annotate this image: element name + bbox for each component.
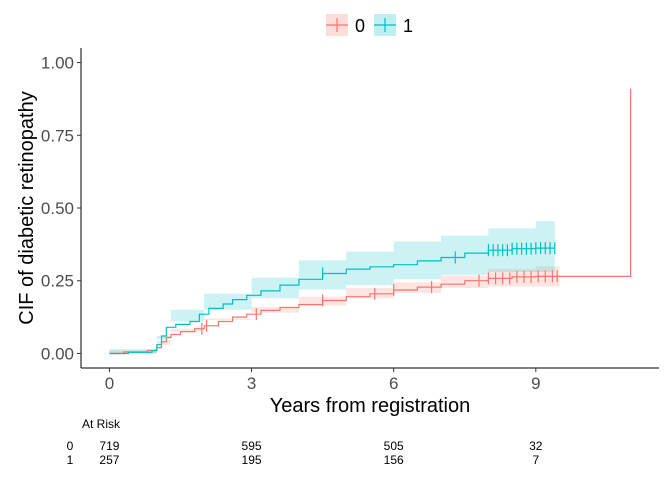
- risk-table-title: At Risk: [82, 417, 121, 431]
- y-tick-label-3: 0.75: [41, 126, 74, 145]
- series-line-0: [109, 88, 632, 355]
- risk-count-0-2: 505: [384, 439, 404, 453]
- risk-count-0-1: 595: [242, 439, 262, 453]
- risk-count-1-1: 195: [242, 453, 262, 467]
- legend-label-0: 0: [355, 16, 365, 36]
- risk-row-group-0: 0: [67, 439, 74, 453]
- plot-area: [109, 88, 632, 355]
- risk-row-group-1: 1: [67, 453, 74, 467]
- risk-count-1-2: 156: [384, 453, 404, 467]
- x-axis-title: Years from registration: [270, 395, 470, 417]
- risk-count-1-3: 7: [532, 453, 539, 467]
- confidence-band-0: [109, 263, 560, 354]
- confidence-band-1: [109, 219, 555, 354]
- risk-count-0-0: 719: [99, 439, 119, 453]
- y-tick-label-4: 1.00: [41, 54, 74, 73]
- legend-label-1: 1: [403, 16, 413, 36]
- y-tick-label-1: 0.25: [41, 272, 74, 291]
- risk-table: At Risk 0 719 595 505 32 1 257 195 156 7: [67, 417, 543, 467]
- y-tick-label-0: 0.00: [41, 344, 74, 363]
- risk-count-0-3: 32: [529, 439, 543, 453]
- y-tick-label-2: 0.50: [41, 199, 74, 218]
- x-tick-label-2: 6: [389, 374, 398, 393]
- x-tick-label-0: 0: [105, 374, 114, 393]
- y-axis-title: CIF of diabetic retinopathy: [16, 91, 38, 324]
- series-line-1: [109, 247, 555, 355]
- legend: 0 1: [326, 14, 413, 36]
- x-tick-label-1: 3: [247, 374, 256, 393]
- risk-count-1-0: 257: [99, 453, 119, 467]
- x-tick-label-3: 9: [531, 374, 540, 393]
- axes: 0.00 0.25 0.50 0.75 1.00 0 3 6 9: [41, 48, 659, 393]
